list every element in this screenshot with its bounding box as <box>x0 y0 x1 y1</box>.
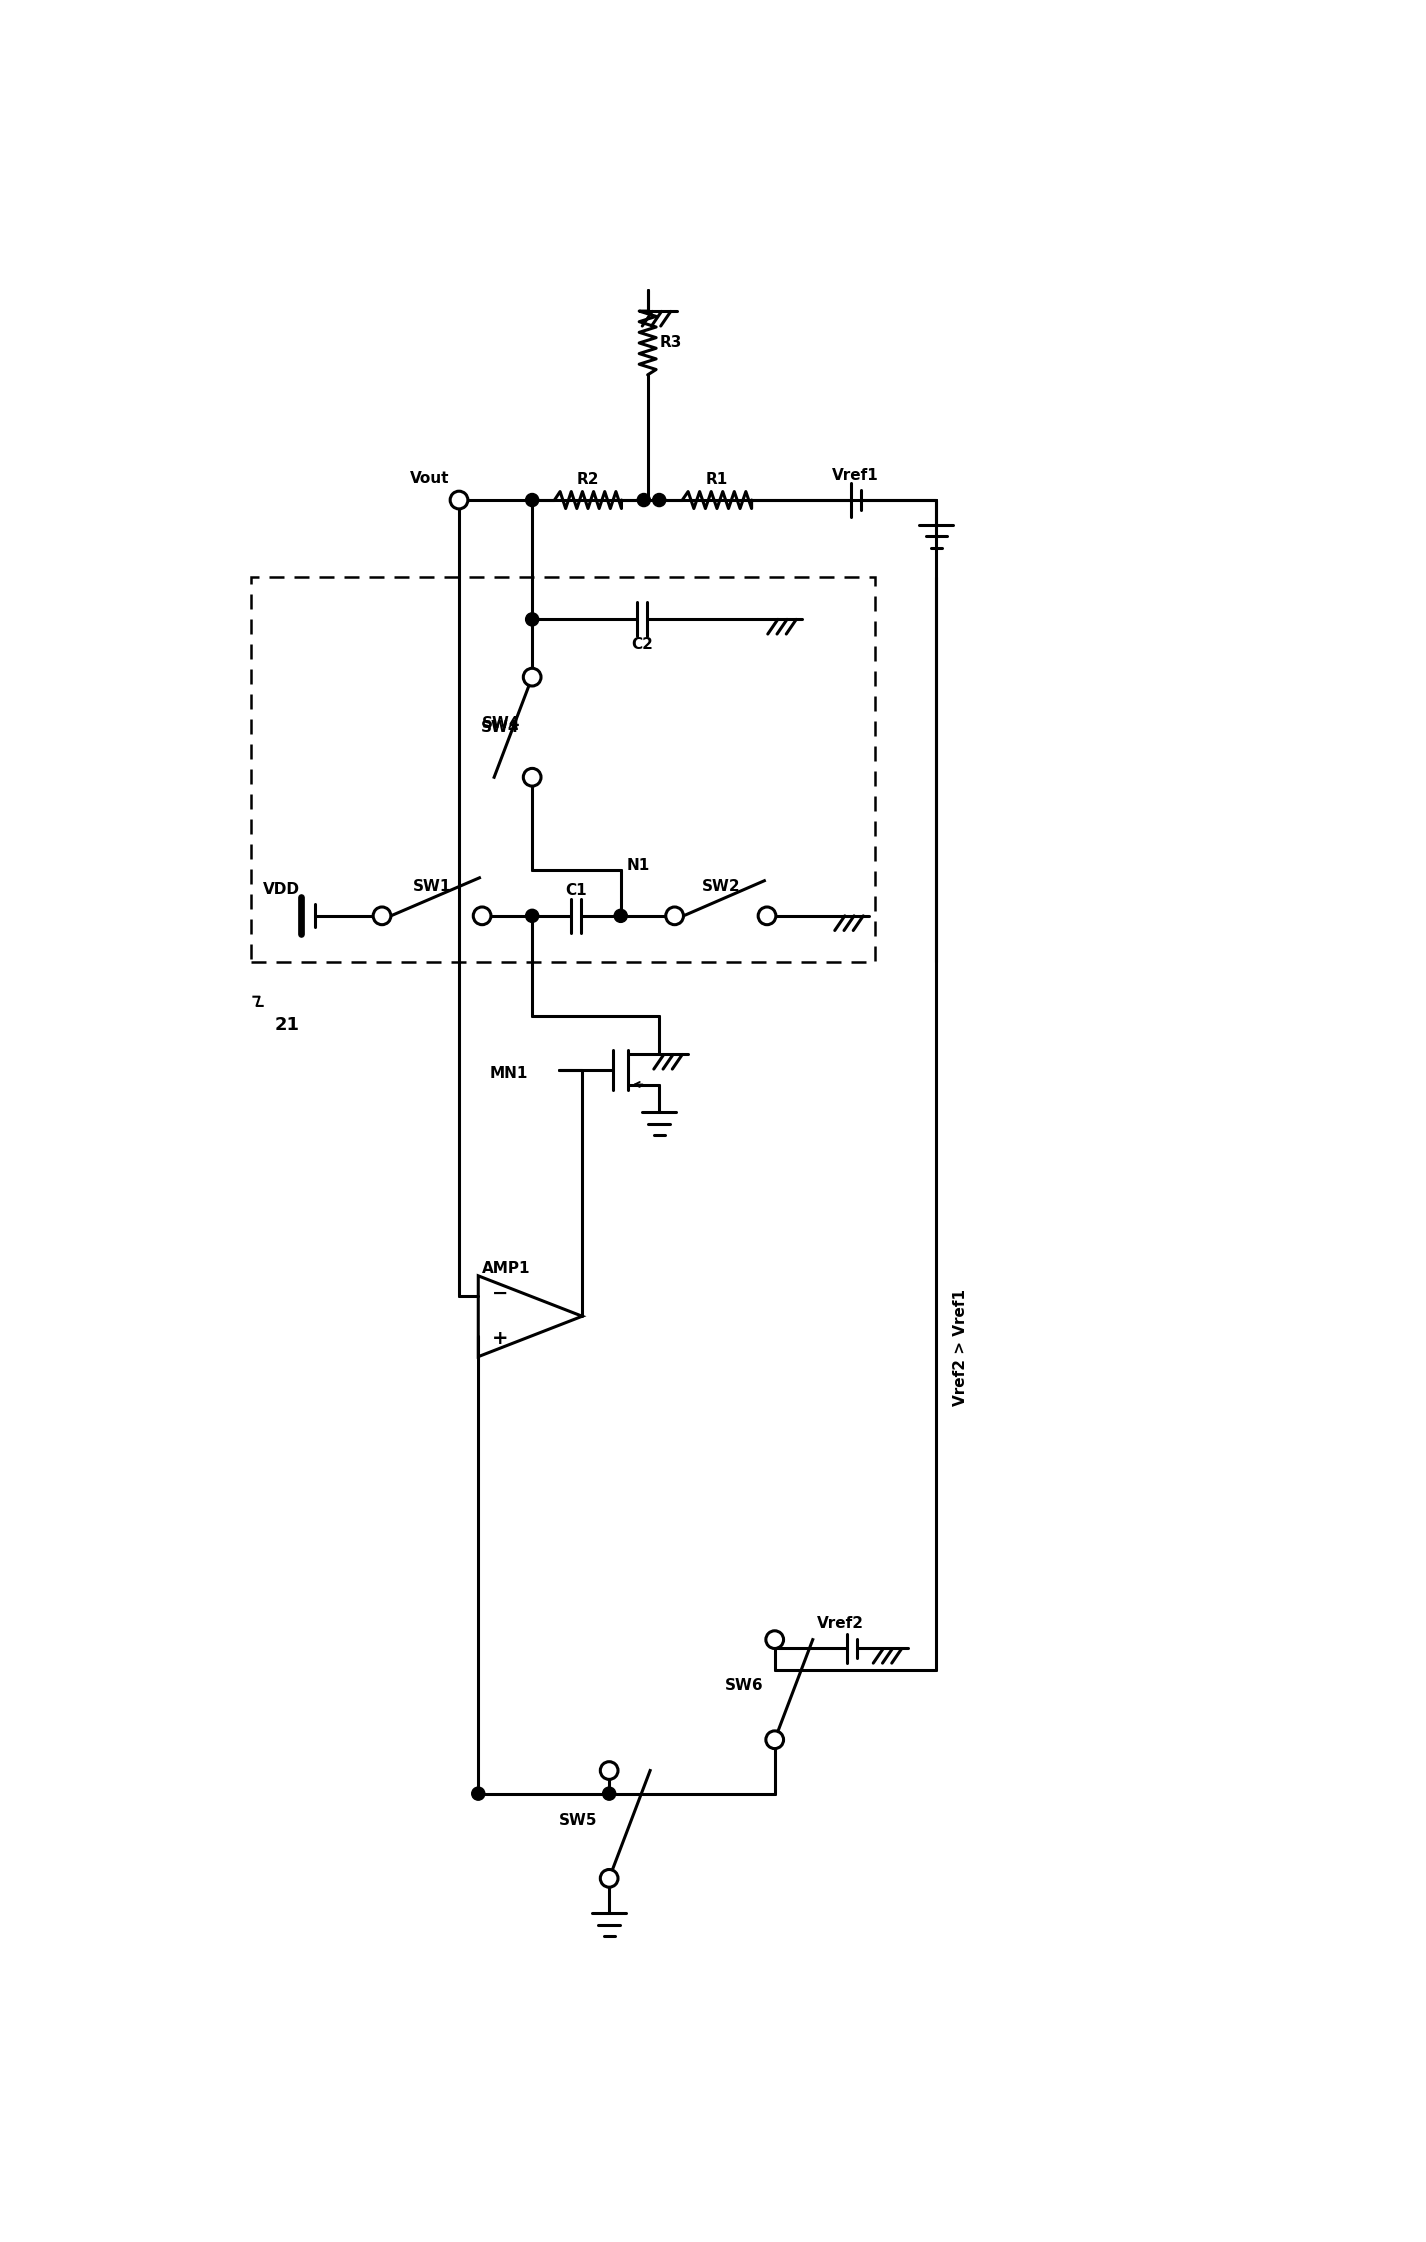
Circle shape <box>600 1870 617 1888</box>
Circle shape <box>766 1630 783 1648</box>
Text: Vref2 > Vref1: Vref2 > Vref1 <box>954 1289 968 1406</box>
Text: N1: N1 <box>627 859 650 874</box>
Circle shape <box>766 1731 783 1749</box>
Text: −: − <box>492 1285 508 1303</box>
Text: VDD: VDD <box>264 881 301 897</box>
Text: R3: R3 <box>660 336 682 350</box>
Text: AMP1: AMP1 <box>482 1260 530 1276</box>
Text: SW4: SW4 <box>482 715 520 731</box>
Text: MN1: MN1 <box>491 1067 528 1081</box>
Text: Vout: Vout <box>411 471 449 487</box>
Circle shape <box>472 1787 485 1800</box>
Text: SW1: SW1 <box>414 879 451 895</box>
Text: C2: C2 <box>630 637 653 652</box>
Text: R2: R2 <box>576 471 599 487</box>
Circle shape <box>374 908 391 924</box>
Text: 21: 21 <box>274 1016 299 1034</box>
Bar <box>251 576 874 962</box>
Circle shape <box>523 668 540 686</box>
Circle shape <box>526 612 539 626</box>
Text: SW5: SW5 <box>559 1814 597 1827</box>
Circle shape <box>653 493 666 507</box>
Circle shape <box>526 493 539 507</box>
Text: SW6: SW6 <box>724 1679 763 1693</box>
Text: Vref1: Vref1 <box>833 469 878 482</box>
Circle shape <box>451 491 468 509</box>
Circle shape <box>473 908 491 924</box>
Text: SW2: SW2 <box>702 879 740 895</box>
Circle shape <box>666 908 683 924</box>
Circle shape <box>523 769 540 787</box>
Circle shape <box>615 910 627 921</box>
Circle shape <box>600 1762 617 1780</box>
Text: R1: R1 <box>706 471 729 487</box>
Circle shape <box>637 493 650 507</box>
Circle shape <box>603 1787 616 1800</box>
Text: C1: C1 <box>566 883 588 899</box>
Circle shape <box>759 908 776 924</box>
Text: Vref2: Vref2 <box>817 1616 864 1632</box>
Circle shape <box>526 910 539 921</box>
Text: +: + <box>492 1330 508 1347</box>
Text: SW4: SW4 <box>481 720 519 735</box>
